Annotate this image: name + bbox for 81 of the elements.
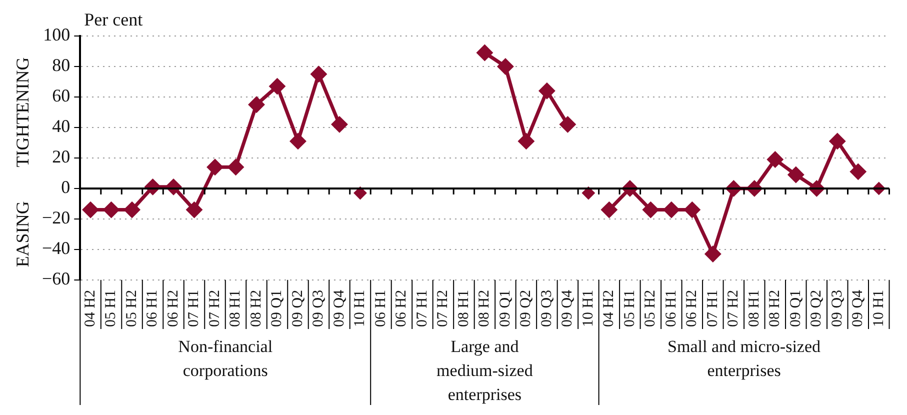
point xyxy=(248,96,264,112)
text: EASING xyxy=(12,201,33,268)
x-tick-label: 09 Q2 xyxy=(290,290,306,328)
x-tick-label: 07 H2 xyxy=(435,290,452,328)
point xyxy=(788,166,804,182)
point xyxy=(518,133,534,149)
x-tick-label: 10 H1 xyxy=(352,290,368,328)
x-tick-label: 06 H2 xyxy=(165,290,182,328)
point xyxy=(269,78,285,94)
point xyxy=(82,202,98,218)
point xyxy=(498,58,514,74)
y-tick-label: 100 xyxy=(43,24,70,45)
text: Small and micro-sized enterprises xyxy=(668,336,821,380)
x-tick-label: 08 H2 xyxy=(248,290,264,328)
x-tick-label: 05 H2 xyxy=(642,290,659,328)
x-tick-label: 08 H2 xyxy=(476,290,493,328)
point xyxy=(582,186,595,200)
x-tick-label: 05 H1 xyxy=(103,290,120,328)
point xyxy=(207,159,223,175)
x-tick-label: 06 H2 xyxy=(394,290,410,328)
point xyxy=(850,164,866,180)
x-tick-label: 09 Q1 xyxy=(788,290,804,328)
point xyxy=(664,202,680,218)
y-tick-label: 40 xyxy=(52,116,70,136)
text: TIGHTENING xyxy=(12,57,33,168)
point xyxy=(560,116,576,132)
x-tick-label: 09 Q3 xyxy=(538,290,555,328)
point xyxy=(354,186,367,200)
x-tick-label: 06 H1 xyxy=(144,290,161,328)
point xyxy=(476,45,492,61)
x-tick-label: 08 H1 xyxy=(746,290,762,328)
x-tick-label: 04 H2 xyxy=(82,290,98,328)
x-tick-label: 09 Q1 xyxy=(269,290,286,328)
x-tick-label: 07 H1 xyxy=(704,290,721,328)
x-tick-label: 04 H2 xyxy=(601,290,618,328)
point xyxy=(705,246,721,262)
point xyxy=(601,202,617,218)
x-tick-label: 09 Q3 xyxy=(310,290,327,328)
x-tick-label: 06 H2 xyxy=(684,290,700,328)
point xyxy=(310,66,326,82)
point xyxy=(332,116,348,132)
text: Non-financial corporations xyxy=(178,336,273,380)
point xyxy=(186,202,202,218)
y-tick-label: 60 xyxy=(52,86,70,106)
x-tick-label: 08 H2 xyxy=(767,290,784,328)
y-tick-label: −40 xyxy=(42,238,70,258)
x-tick-label: 07 H1 xyxy=(186,290,202,328)
x-tick-label: 09 Q2 xyxy=(518,290,534,328)
x-tick-label: 07 H2 xyxy=(206,290,223,328)
x-tick-label: 09 Q4 xyxy=(560,289,576,328)
x-tick-label: 10 H1 xyxy=(870,290,887,328)
point xyxy=(124,202,140,218)
point xyxy=(767,152,783,168)
x-tick-label: 09 Q4 xyxy=(331,289,348,328)
y-tick-label: 80 xyxy=(52,55,70,76)
text: Large and medium-sized enterprises xyxy=(436,336,534,404)
x-tick-label: 07 H1 xyxy=(414,290,430,328)
x-tick-label: 06 H1 xyxy=(663,290,680,328)
x-tick-label: 10 H1 xyxy=(580,290,596,328)
y-tick-label: −20 xyxy=(42,208,70,228)
point xyxy=(642,202,658,218)
x-tick-label: 05 H1 xyxy=(622,290,638,328)
x-tick-label: 09 Q4 xyxy=(850,289,866,328)
point xyxy=(228,159,244,175)
point xyxy=(539,83,555,99)
y-tick-label: 0 xyxy=(61,177,70,198)
x-tick-label: 05 H2 xyxy=(124,290,140,328)
point xyxy=(684,202,700,218)
x-tick-label: 06 H1 xyxy=(372,290,389,328)
point xyxy=(104,202,120,218)
x-tick-label: 08 H1 xyxy=(456,290,472,328)
x-tick-label: 09 Q2 xyxy=(808,290,825,328)
x-tick-label: 09 Q1 xyxy=(497,290,514,328)
x-tick-label: 08 H1 xyxy=(228,290,244,328)
y-tick-label: −60 xyxy=(42,268,70,289)
y-axis-title: Per cent xyxy=(84,10,143,30)
point xyxy=(290,133,306,149)
x-tick-label: 07 H2 xyxy=(726,290,742,328)
y-tick-label: 20 xyxy=(52,146,70,167)
point xyxy=(830,133,846,149)
x-tick-label: 09 Q3 xyxy=(829,290,846,328)
